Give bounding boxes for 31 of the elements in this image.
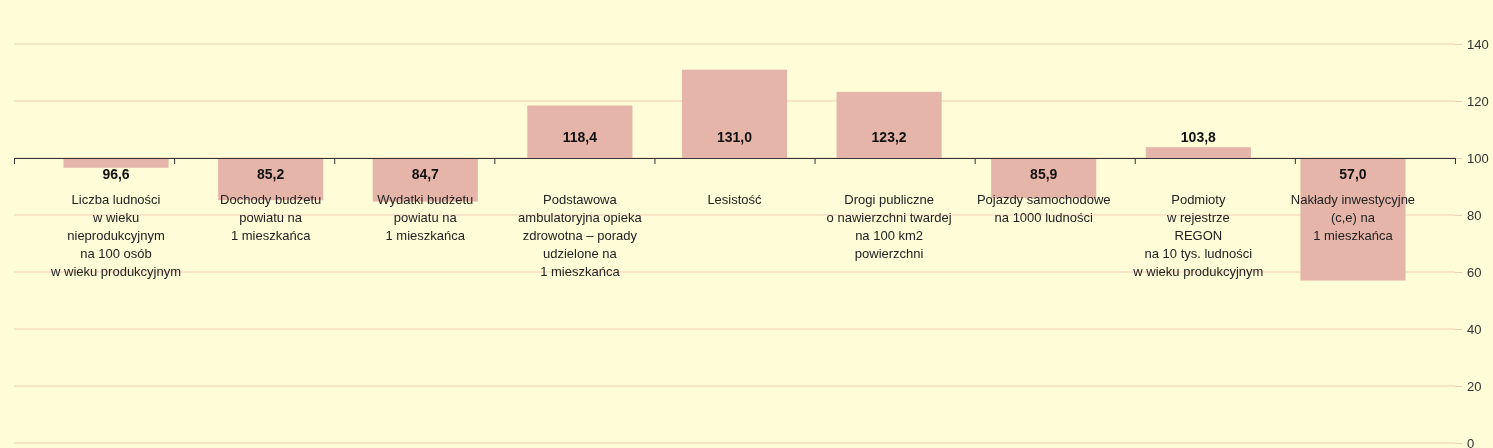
data-label: 131,0 <box>716 129 753 145</box>
x-tick-label: Lesistość <box>707 192 763 207</box>
y-tick-label: 140 <box>1467 36 1489 52</box>
data-label: 96,6 <box>102 166 130 182</box>
y-tick-label: 0 <box>1467 435 1475 448</box>
y-tick-label: 40 <box>1467 321 1482 337</box>
y-tick-label: 100 <box>1467 150 1489 166</box>
y-tick-label: 80 <box>1467 207 1482 223</box>
x-tick-label: Dochody budżetu powiatu na 1 mieszkańca <box>220 192 322 243</box>
x-tick-label: Nakłady inwestycyjne (c,e) na 1 mieszkańca <box>1290 192 1416 243</box>
y-tick-label: 20 <box>1467 378 1482 394</box>
data-label: 123,2 <box>871 129 907 145</box>
data-label: 85,2 <box>257 166 285 182</box>
y-tick-label: 60 <box>1467 264 1482 280</box>
bar <box>1145 147 1251 158</box>
x-tick-label: Pojazdy samochodowe na 1000 ludności <box>976 192 1111 225</box>
data-label: 85,9 <box>1030 166 1058 182</box>
x-tick-label: Liczba ludności w wieku nieprodukcyjnym na 100 osób w wieku produkcyjnym <box>50 192 182 279</box>
data-label: 103,8 <box>1180 129 1217 145</box>
bar <box>681 69 788 158</box>
x-tick-label: Wydatki budżetu powiatu na 1 mieszkańca <box>377 192 474 243</box>
data-label: 118,4 <box>562 129 598 145</box>
x-tick-label: Drogi publiczne o nawierzchni twardej na 100 km2 powierzchni <box>826 192 952 261</box>
x-tick-label: Podmioty w rejestrze REGON na 10 tys. ludności w wieku produkcyjnym <box>1132 192 1264 279</box>
y-tick-label: 120 <box>1467 93 1489 109</box>
bar <box>63 158 169 168</box>
x-tick-label: Podstawowa ambulatoryjna opieka zdrowotna – porady udzielone na 1 mieszkańca <box>518 192 643 279</box>
bar <box>527 105 633 158</box>
bar <box>836 91 942 158</box>
data-label: 57,0 <box>1339 166 1367 182</box>
data-label: 84,7 <box>411 166 440 182</box>
